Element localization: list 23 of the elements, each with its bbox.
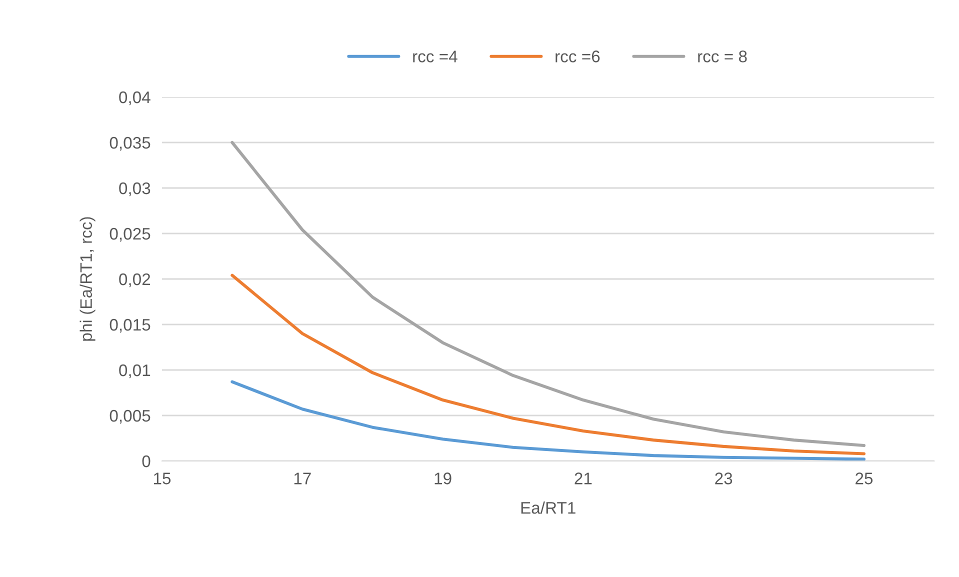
x-tick-label: 19 [434, 472, 452, 484]
x-tick-label: 25 [856, 472, 873, 484]
legend-label: rcc =6 [556, 50, 600, 62]
line-series [230, 380, 866, 461]
y-axis-title: phi (Ea/RT1, rcc) [80, 217, 96, 341]
y-tick-label: 0,005 [110, 410, 150, 424]
line-series [230, 274, 866, 456]
line-series [230, 140, 866, 448]
y-tick-label: 0 [142, 455, 150, 468]
y-tick-label: 0,025 [110, 228, 150, 242]
legend-label: rcc = 8 [698, 50, 747, 62]
y-tick-label: 0,015 [110, 318, 150, 333]
y-tick-label: 0,01 [119, 364, 150, 378]
y-tick-label: 0,02 [119, 273, 150, 288]
x-tick-label: 21 [574, 472, 592, 484]
x-axis-title: Ea/RT1 [521, 502, 576, 514]
x-tick-label: 15 [154, 472, 171, 484]
y-tick-label: 0,03 [119, 182, 150, 196]
y-tick-label: 0,04 [119, 91, 150, 106]
y-tick-label: 0,035 [110, 136, 150, 151]
x-tick-label: 23 [715, 472, 732, 484]
x-tick-label: 17 [294, 472, 311, 484]
legend-label: rcc =4 [413, 50, 458, 62]
